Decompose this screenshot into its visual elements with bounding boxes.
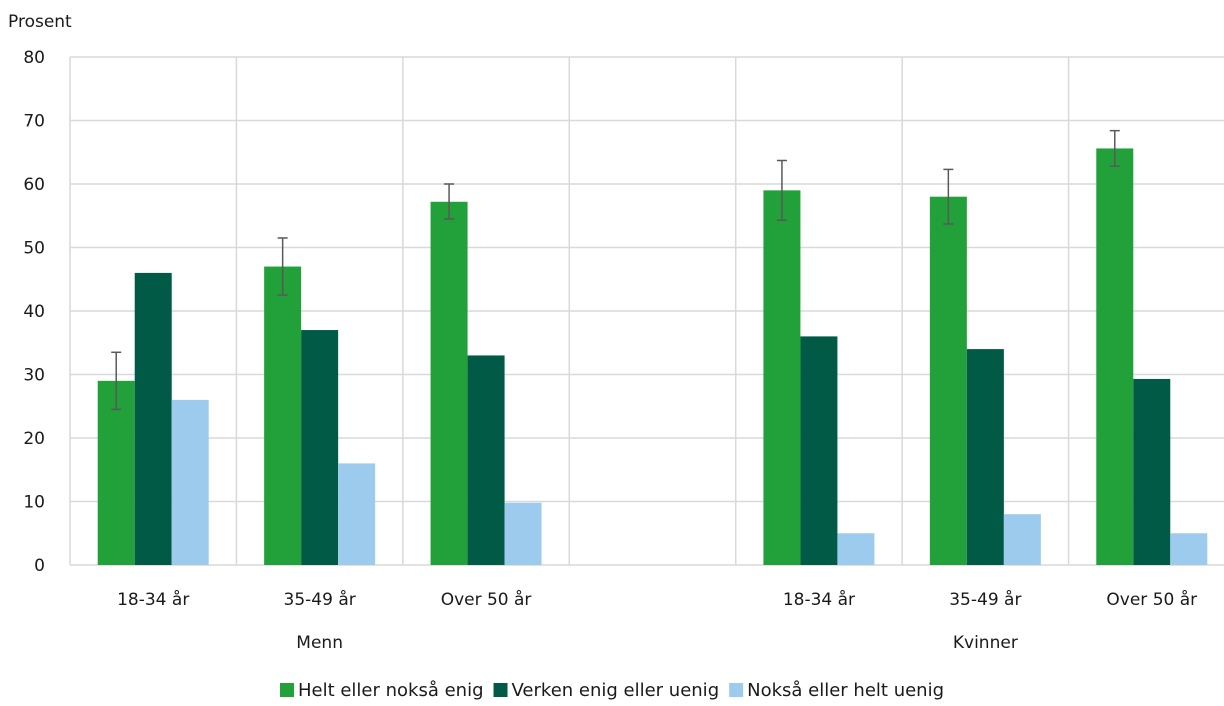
y-tick-label: 50 <box>23 239 45 259</box>
bar <box>467 355 505 565</box>
legend-label: Verken enig eller uenig <box>512 680 720 701</box>
bar <box>338 463 376 565</box>
bar <box>301 330 339 565</box>
y-tick-label: 70 <box>23 112 45 132</box>
bar <box>763 190 801 565</box>
bar <box>504 502 542 565</box>
group-label: Kvinner <box>953 633 1018 653</box>
y-axis-ticks: 0 10 20 30 40 50 60 70 80 <box>23 48 45 576</box>
legend-swatch <box>493 683 508 697</box>
bar <box>837 533 875 565</box>
group-label: Menn <box>296 633 343 653</box>
error-bars-layer <box>111 129 1120 411</box>
y-tick-label: 30 <box>23 366 45 386</box>
bar <box>1096 148 1134 565</box>
legend-label: Helt eller nokså enig <box>298 680 484 701</box>
legend-swatch <box>279 683 294 697</box>
legend: Helt eller nokså enig Verken enig eller u… <box>279 680 944 701</box>
y-tick-label: 10 <box>23 493 45 513</box>
bar <box>929 196 967 565</box>
bar <box>264 266 302 565</box>
bar <box>966 349 1004 565</box>
y-tick-label: 40 <box>23 302 45 322</box>
bar <box>1133 378 1171 565</box>
grid-lines <box>69 56 1224 566</box>
x-tick-label: 35-49 år <box>949 589 1021 610</box>
bar <box>171 399 209 565</box>
bar <box>1003 514 1041 565</box>
y-tick-label: 80 <box>23 48 45 68</box>
legend-label: Nokså eller helt uenig <box>747 680 944 701</box>
x-tick-label: Over 50 år <box>1106 589 1197 610</box>
legend-swatch <box>729 683 744 697</box>
y-tick-label: 20 <box>23 429 45 449</box>
x-tick-label: 18-34 år <box>117 589 189 610</box>
bars-layer <box>97 148 1208 565</box>
bar <box>430 201 468 565</box>
x-tick-label: Over 50 år <box>441 589 532 610</box>
x-axis-labels: 18-34 år 35-49 år Over 50 år 18-34 år 35-49 … <box>117 589 1197 610</box>
group-labels: Menn Kvinner <box>296 633 1018 653</box>
x-tick-label: 18-34 år <box>783 589 855 610</box>
bar <box>97 380 135 565</box>
bar <box>800 336 838 565</box>
bar <box>1170 533 1208 565</box>
x-tick-label: 35-49 år <box>284 589 356 610</box>
bar <box>134 272 172 565</box>
y-axis-label: Prosent <box>8 12 72 32</box>
y-tick-label: 0 <box>34 556 45 576</box>
y-tick-label: 60 <box>23 175 45 195</box>
